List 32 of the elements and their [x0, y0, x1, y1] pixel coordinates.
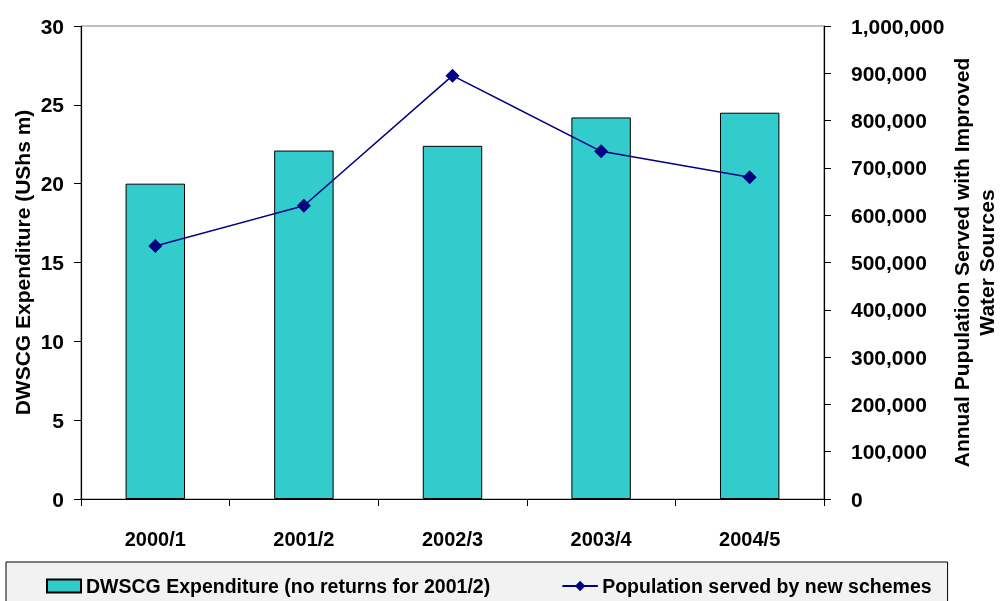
y2-tick-label: 800,000 — [851, 109, 927, 133]
y-tick-label: 0 — [52, 487, 64, 511]
y2-tick-label: 200,000 — [851, 392, 927, 416]
y-tick-label: 5 — [52, 408, 65, 432]
x-tick-label: 2004/5 — [719, 528, 781, 550]
y2-tick-label: 600,000 — [851, 203, 927, 227]
point — [742, 170, 757, 185]
legend-label: DWSCG Expenditure (no returns for 2001/2) — [86, 575, 491, 597]
y2-tick-label: 1,000,000 — [851, 14, 945, 38]
y2-tick-label: 300,000 — [851, 345, 927, 369]
y2-tick-label: 100,000 — [851, 440, 927, 464]
x-tick-label: 2002/3 — [421, 528, 484, 550]
y2-tick-label: 900,000 — [851, 61, 927, 85]
x-tick-label: 2003/4 — [570, 528, 633, 550]
y2-tick-label: 500,000 — [851, 251, 927, 274]
y2-tick-label: 700,000 — [851, 156, 927, 180]
x-tick-label: 2001/2 — [273, 528, 335, 550]
y-tick-label: 25 — [40, 93, 65, 117]
point — [148, 238, 163, 253]
y2-axis-title: Annual Pupulation Served with Improved Water Sources — [950, 57, 998, 468]
x-tick-label: 2000/1 — [124, 528, 186, 550]
y-tick-label: 15 — [40, 251, 65, 274]
point — [445, 68, 460, 83]
y-tick-label: 10 — [40, 329, 64, 353]
point — [296, 198, 311, 213]
y-tick-label: 30 — [40, 14, 64, 38]
point — [594, 144, 609, 159]
legend-label: Population served by new schemes — [602, 575, 932, 597]
y2-tick-label: 400,000 — [851, 298, 927, 322]
y2-tick-label: 0 — [851, 487, 863, 511]
y-axis-title: DWSCG Expenditure (UShs m) — [11, 109, 34, 416]
y-tick-label: 20 — [40, 172, 64, 196]
